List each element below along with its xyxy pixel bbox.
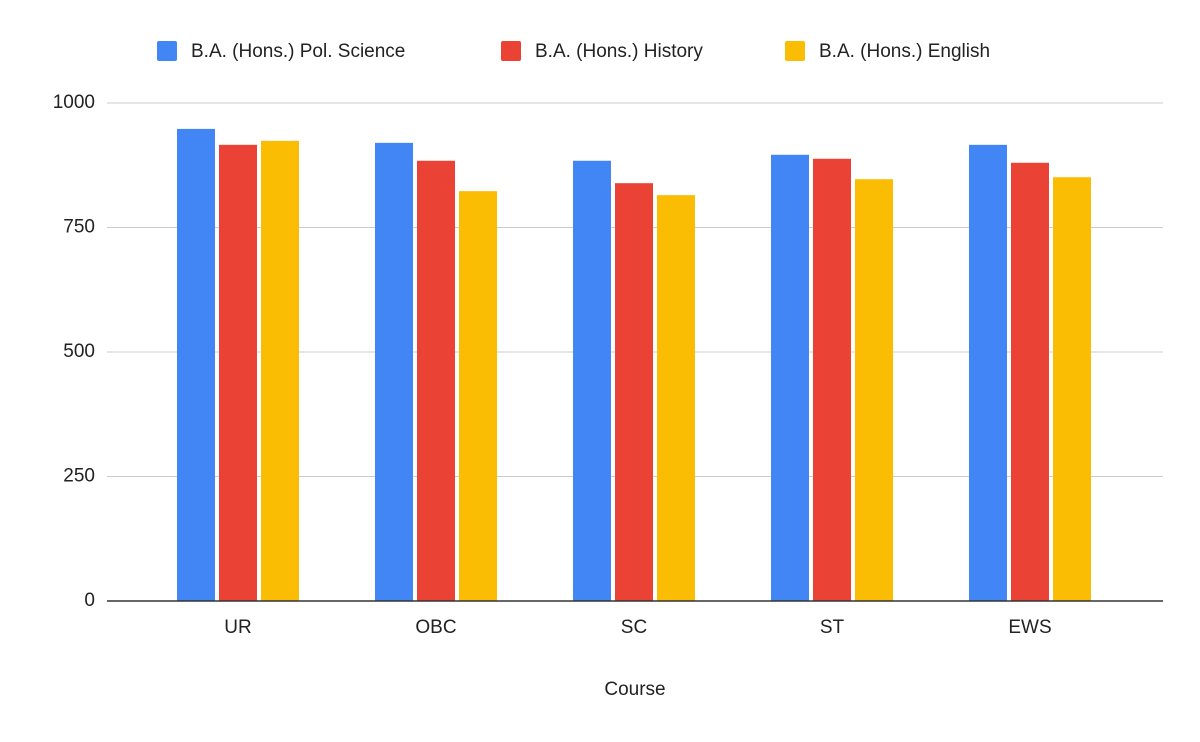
y-tick-label: 500 bbox=[63, 341, 95, 362]
legend-label: B.A. (Hons.) History bbox=[535, 41, 703, 62]
bar bbox=[177, 128, 215, 601]
x-tick-label: SC bbox=[621, 617, 647, 638]
bar bbox=[969, 144, 1007, 601]
y-tick-label: 0 bbox=[84, 590, 95, 611]
y-tick-label: 750 bbox=[63, 217, 95, 238]
x-tick-label: ST bbox=[820, 617, 845, 638]
bar bbox=[417, 160, 455, 601]
y-tick-label: 250 bbox=[63, 466, 95, 487]
bar bbox=[855, 179, 893, 601]
bar bbox=[375, 142, 413, 601]
x-tick-label: UR bbox=[224, 617, 251, 638]
bar bbox=[1011, 162, 1049, 601]
legend-label: B.A. (Hons.) English bbox=[819, 41, 990, 62]
x-tick-label: OBC bbox=[415, 617, 456, 638]
bar bbox=[771, 154, 809, 602]
bar bbox=[459, 191, 497, 601]
bar bbox=[261, 140, 299, 601]
legend-label: B.A. (Hons.) Pol. Science bbox=[191, 41, 405, 62]
bar bbox=[615, 183, 653, 602]
bar bbox=[813, 158, 851, 601]
bar bbox=[219, 144, 257, 601]
bar bbox=[657, 195, 695, 601]
y-tick-label: 1000 bbox=[53, 92, 95, 113]
bar bbox=[1053, 177, 1091, 601]
bar bbox=[573, 160, 611, 601]
x-axis-title: Course bbox=[604, 679, 665, 700]
x-tick-label: EWS bbox=[1008, 617, 1051, 638]
legend-swatch bbox=[157, 41, 177, 61]
legend-swatch bbox=[785, 41, 805, 61]
legend-swatch bbox=[501, 41, 521, 61]
